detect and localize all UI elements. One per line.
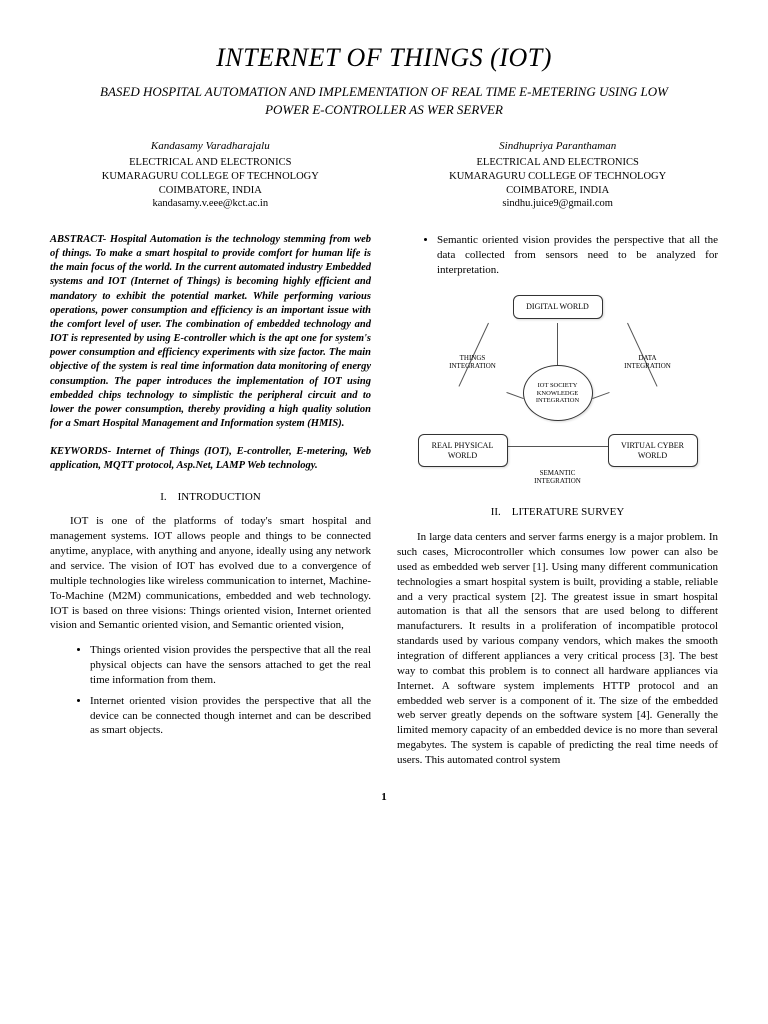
diagram-label-data-integration: DATA INTEGRATION <box>618 355 678 370</box>
two-column-body: ABSTRACT- Hospital Automation is the tec… <box>50 233 718 778</box>
author-inst: KUMARAGURU COLLEGE OF TECHNOLOGY <box>50 170 371 184</box>
keywords: KEYWORDS- Internet of Things (IOT), E-co… <box>50 445 371 473</box>
author-email: sindhu.juice9@gmail.com <box>397 197 718 211</box>
author-loc: COIMBATORE, INDIA <box>50 184 371 198</box>
author-email: kandasamy.v.eee@kct.ac.in <box>50 197 371 211</box>
author-inst: KUMARAGURU COLLEGE OF TECHNOLOGY <box>397 170 718 184</box>
author-name: Kandasamy Varadharajalu <box>50 139 371 154</box>
authors-row: Kandasamy Varadharajalu ELECTRICAL AND E… <box>50 139 718 210</box>
intro-bullets-cont: Semantic oriented vision provides the pe… <box>397 233 718 278</box>
section-heading-litsurvey: II. LITERATURE SURVEY <box>397 505 718 520</box>
diagram-line <box>557 323 558 365</box>
left-column: ABSTRACT- Hospital Automation is the tec… <box>50 233 371 778</box>
diagram-box-iot-society: IOT SOCIETY KNOWLEDGE INTEGRATION <box>523 365 593 421</box>
diagram-label-things-integration: THINGS INTEGRATION <box>443 355 503 370</box>
diagram-box-real-physical-world: REAL PHYSICAL WORLD <box>418 434 508 467</box>
bullet-item: Internet oriented vision provides the pe… <box>90 694 371 739</box>
author-block-2: Sindhupriya Paranthaman ELECTRICAL AND E… <box>397 139 718 210</box>
author-loc: COIMBATORE, INDIA <box>397 184 718 198</box>
diagram-line <box>508 446 608 447</box>
paper-title: INTERNET OF THINGS (IOT) <box>50 40 718 75</box>
diagram-box-virtual-cyber-world: VIRTUAL CYBER WORLD <box>608 434 698 467</box>
bullet-item: Things oriented vision provides the pers… <box>90 643 371 688</box>
section-heading-intro: I. INTRODUCTION <box>50 490 371 505</box>
right-column: Semantic oriented vision provides the pe… <box>397 233 718 778</box>
page-number: 1 <box>50 790 718 805</box>
author-name: Sindhupriya Paranthaman <box>397 139 718 154</box>
author-block-1: Kandasamy Varadharajalu ELECTRICAL AND E… <box>50 139 371 210</box>
diagram-line <box>506 392 523 399</box>
paper-subtitle: BASED HOSPITAL AUTOMATION AND IMPLEMENTA… <box>50 83 718 119</box>
diagram-line <box>592 392 609 399</box>
bullet-item: Semantic oriented vision provides the pe… <box>437 233 718 278</box>
intro-paragraph: IOT is one of the platforms of today's s… <box>50 514 371 633</box>
abstract: ABSTRACT- Hospital Automation is the tec… <box>50 233 371 431</box>
author-dept: ELECTRICAL AND ELECTRONICS <box>397 156 718 170</box>
intro-bullets: Things oriented vision provides the pers… <box>50 643 371 738</box>
litsurvey-paragraph: In large data centers and server farms e… <box>397 530 718 768</box>
diagram-box-digital-world: DIGITAL WORLD <box>513 295 603 319</box>
diagram-label-semantic-integration: SEMANTIC INTEGRATION <box>523 470 593 485</box>
author-dept: ELECTRICAL AND ELECTRONICS <box>50 156 371 170</box>
iot-vision-diagram: DIGITAL WORLD REAL PHYSICAL WORLD VIRTUA… <box>418 295 698 485</box>
